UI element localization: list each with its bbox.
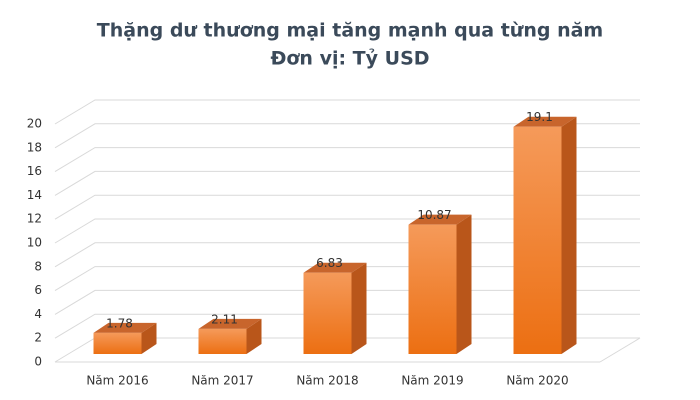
y-tick-label: 16	[27, 164, 42, 178]
grid-line	[54, 170, 640, 196]
data-label: 1.78	[106, 316, 133, 330]
x-tick-label: Năm 2020	[506, 374, 568, 388]
y-tick-label: 12	[27, 212, 42, 226]
y-tick-label: 20	[27, 117, 42, 131]
floor-edge	[599, 337, 641, 363]
x-tick-label: Năm 2017	[191, 374, 253, 388]
bar	[303, 272, 352, 354]
bar-top	[198, 318, 262, 329]
chart-subtitle: Đơn vị: Tỷ USD	[270, 48, 429, 70]
y-tick-label: 4	[34, 307, 42, 321]
grid-line	[54, 194, 640, 220]
data-label: 6.83	[316, 256, 343, 270]
y-tick-label: 14	[27, 188, 42, 202]
bar	[198, 328, 247, 354]
x-tick-label: Năm 2018	[296, 374, 358, 388]
bar-top	[513, 116, 577, 127]
bar-side	[141, 322, 157, 354]
bar-top	[303, 262, 367, 273]
data-label: 10.87	[417, 208, 451, 222]
grid-line	[54, 147, 640, 173]
bar-side	[351, 262, 367, 354]
bar-side	[246, 318, 262, 354]
y-tick-label: 0	[34, 355, 42, 369]
data-label: 2.11	[211, 312, 238, 326]
x-tick-label: Năm 2016	[86, 374, 148, 388]
y-tick-label: 18	[27, 140, 42, 154]
bar	[93, 332, 142, 354]
bar	[513, 126, 562, 355]
x-tick-label: Năm 2019	[401, 374, 463, 388]
bar	[408, 224, 457, 354]
y-tick-label: 2	[34, 331, 42, 345]
data-label: 19.1	[526, 110, 553, 124]
grid-line	[54, 99, 640, 125]
y-tick-label: 10	[27, 236, 42, 250]
bar-top	[93, 322, 157, 333]
bar-side	[456, 214, 472, 354]
chart-title: Thặng dư thương mại tăng mạnh qua từng n…	[97, 20, 603, 42]
bar-side	[561, 116, 577, 355]
grid-line	[54, 123, 640, 149]
y-tick-label: 6	[34, 283, 42, 297]
y-tick-label: 8	[34, 259, 42, 273]
bar-top	[408, 214, 472, 225]
